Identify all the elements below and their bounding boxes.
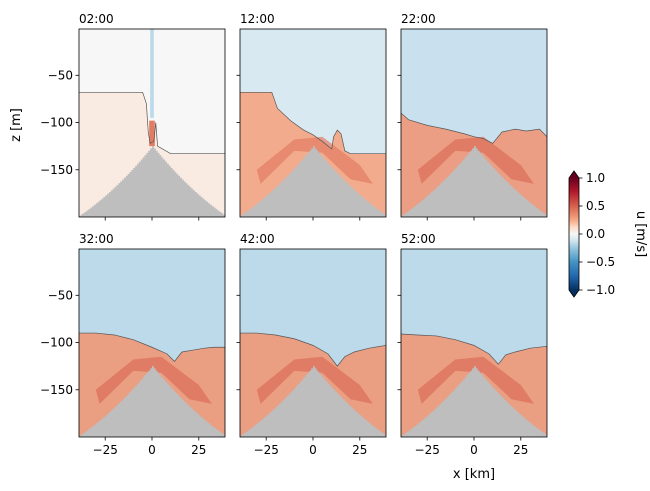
x-tick-label: −25 <box>415 443 440 457</box>
seamount <box>240 366 386 437</box>
y-tick-label: −150 <box>40 383 73 397</box>
panel-title: 42:00 <box>240 232 275 246</box>
colorbar-tick-label: 0.0 <box>586 227 605 241</box>
interface-contour <box>79 91 225 155</box>
x-tick-label: 25 <box>513 443 528 457</box>
x-tick-label: 25 <box>191 443 206 457</box>
panels-group: 02:00 −50 −100 −150 12:00 22:00 32:00 −50 −100 −1… <box>40 12 548 457</box>
x-tick-label: 0 <box>148 443 156 457</box>
y-tick-label: −50 <box>48 288 73 302</box>
panel-4200: 42:00 −25 0 25 <box>236 232 387 457</box>
panel-title: 32:00 <box>79 232 114 246</box>
y-axis-label: z [m] <box>9 108 24 142</box>
colorbar-tick-label: −1.0 <box>586 283 615 297</box>
interface-contour <box>240 91 386 155</box>
panel-0200: 02:00 −50 −100 −150 <box>40 12 226 221</box>
interface-contour <box>401 112 547 144</box>
x-tick-label: −25 <box>254 443 279 457</box>
jet-region <box>417 356 534 404</box>
panel-2200: 22:00 <box>397 12 548 221</box>
panel-1200: 12:00 <box>236 12 387 221</box>
colorbar-tick-label: 0.5 <box>586 199 605 213</box>
colorbar-gradient <box>569 178 579 290</box>
panel-5200: 52:00 −25 0 25 <box>397 232 548 457</box>
colorbar-tick-label: −0.5 <box>586 255 615 269</box>
interface-contour <box>401 333 547 365</box>
panel-title: 52:00 <box>401 232 436 246</box>
summit-plume <box>150 29 154 118</box>
jet-region <box>95 356 212 404</box>
y-tick-label: −100 <box>40 116 73 130</box>
summit-spike <box>149 120 155 147</box>
jet-region <box>256 356 373 404</box>
colorbar: 1.0 0.5 0.0 −0.5 −1.0 u [m/s] <box>568 170 648 298</box>
colorbar-label: u [m/s] <box>633 211 648 257</box>
x-tick-label: 0 <box>470 443 478 457</box>
colorbar-extend-bottom <box>569 290 579 297</box>
seamount <box>240 146 386 217</box>
seamount <box>401 366 547 437</box>
colorbar-extend-top <box>569 171 579 178</box>
interface-contour <box>240 332 386 367</box>
panel-3200: 32:00 −50 −100 −150 −25 0 25 <box>40 232 226 457</box>
seamount <box>401 146 547 217</box>
seamount <box>79 366 225 437</box>
panel-title: 02:00 <box>79 12 114 26</box>
x-axis-label: x [km] <box>453 467 495 482</box>
x-tick-label: −25 <box>93 443 118 457</box>
panel-title: 22:00 <box>401 12 436 26</box>
x-tick-label: 25 <box>352 443 367 457</box>
interface-contour <box>79 332 225 362</box>
panel-title: 12:00 <box>240 12 275 26</box>
colorbar-tick-label: 1.0 <box>586 171 605 185</box>
y-tick-label: −150 <box>40 163 73 177</box>
y-tick-label: −50 <box>48 68 73 82</box>
y-tick-label: −100 <box>40 336 73 350</box>
jet-region <box>256 136 373 184</box>
seamount <box>79 146 225 217</box>
jet-region <box>417 136 534 184</box>
x-tick-label: 0 <box>309 443 317 457</box>
